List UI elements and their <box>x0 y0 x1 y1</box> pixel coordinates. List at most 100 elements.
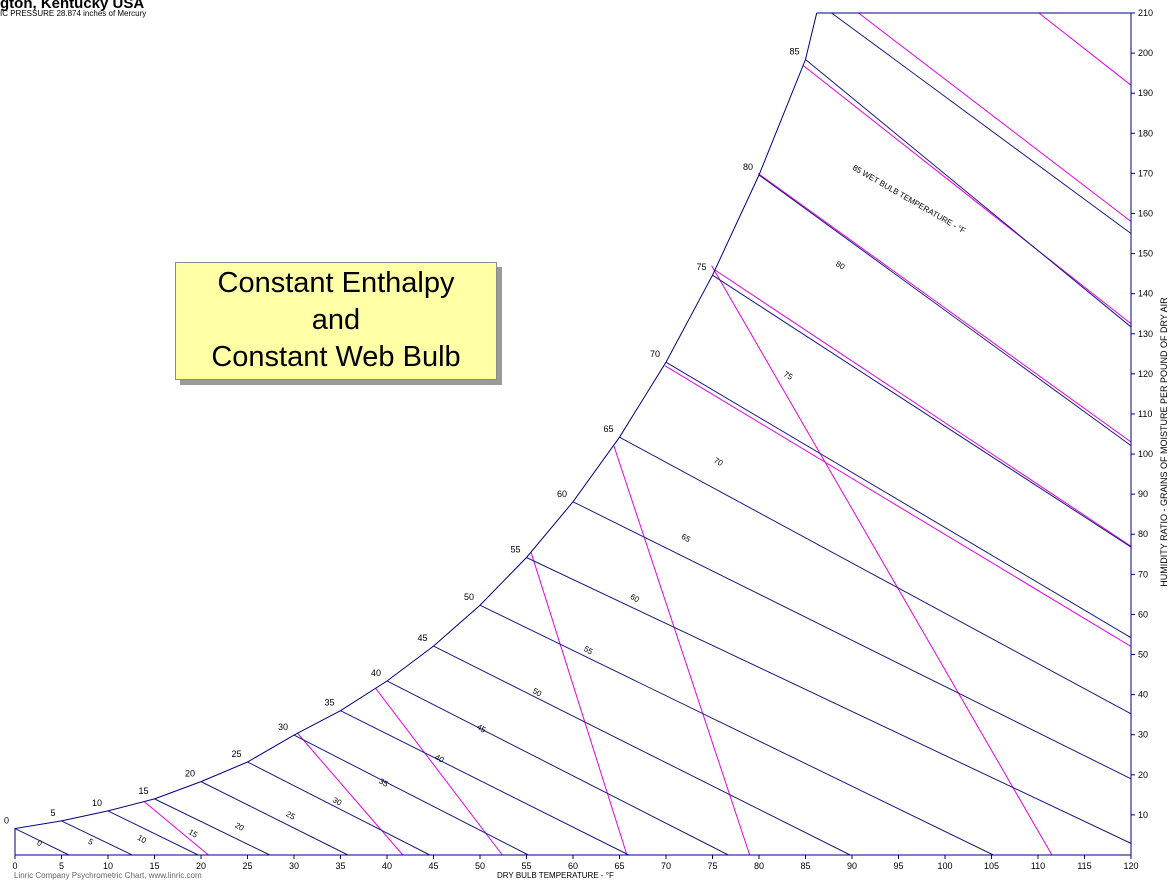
callout-line-3: Constant Web Bulb <box>211 341 461 373</box>
wet-bulb-line <box>154 798 271 856</box>
x-tick-label: 20 <box>196 861 206 871</box>
wet-bulb-lines <box>14 12 1132 856</box>
x-tick-label: 55 <box>521 861 531 871</box>
wet-bulb-line <box>831 12 1132 234</box>
y-tick-label: 210 <box>1138 8 1153 18</box>
line-annotation: 85 WET BULB TEMPERATURE - °F <box>851 163 967 235</box>
x-tick-label: 90 <box>847 861 857 871</box>
enthalpy-line <box>858 12 1132 222</box>
x-tick-label: 50 <box>475 861 485 871</box>
wet-bulb-label: 70 <box>650 349 660 359</box>
callout-line-2: and <box>311 304 361 336</box>
wet-bulb-label: 85 <box>789 47 799 57</box>
wet-bulb-label: 75 <box>696 262 706 272</box>
wet-bulb-line <box>712 274 1132 548</box>
x-axis-ticks: 0 5 10 15 20 25 30 35 40 45 50 55 60 65 70 75 80 85 90 95 10… <box>12 855 1139 871</box>
y-tick-label: 140 <box>1138 289 1153 299</box>
wet-bulb-label: 5 <box>50 808 55 818</box>
y-tick-label: 190 <box>1138 88 1153 98</box>
enthalpy-line <box>757 172 1132 443</box>
y-tick-label: 90 <box>1138 489 1148 499</box>
wet-bulb-label: 50 <box>464 592 474 602</box>
enthalpy-line <box>143 801 209 856</box>
wet-bulb-line <box>61 820 133 856</box>
y-tick-label: 50 <box>1138 650 1148 660</box>
chart-subtitle: IC PRESSURE 28.874 inches of Mercury <box>0 9 147 18</box>
x-tick-label: 60 <box>568 861 578 871</box>
wet-bulb-line <box>14 828 70 856</box>
line-annotation: 75 <box>782 370 795 383</box>
y-tick-label: 150 <box>1138 249 1153 259</box>
line-annotation: 5 <box>86 837 95 847</box>
y-tick-label: 120 <box>1138 369 1153 379</box>
x-tick-label: 30 <box>289 861 299 871</box>
line-annotation: 80 <box>834 259 847 272</box>
enthalpy-line <box>711 265 1053 856</box>
y-tick-label: 110 <box>1138 409 1152 419</box>
chart-frame <box>15 12 1132 856</box>
callout-line-1: Constant Enthalpy <box>217 267 455 299</box>
enthalpy-line <box>297 733 404 856</box>
enthalpy-wetbulb-callout: Constant Enthalpy and Constant Web Bulb <box>175 262 497 380</box>
x-tick-label: 70 <box>661 861 671 871</box>
wet-bulb-line <box>340 710 630 856</box>
y-tick-label: 70 <box>1138 569 1148 579</box>
wet-bulb-line <box>665 361 1132 639</box>
x-tick-label: 75 <box>707 861 717 871</box>
x-tick-label: 65 <box>614 861 624 871</box>
enthalpy-line <box>375 688 503 856</box>
line-annotation: 40 <box>433 752 446 765</box>
x-tick-label: 5 <box>59 861 64 871</box>
x-tick-label: 25 <box>242 861 252 871</box>
x-axis-label: DRY BULB TEMPERATURE - °F <box>497 871 614 880</box>
line-annotation: 10 <box>136 833 149 846</box>
wet-bulb-label: 55 <box>510 544 520 554</box>
x-tick-label: 95 <box>893 861 903 871</box>
wet-bulb-line <box>293 734 529 856</box>
chart-credit: Linric Company Psychrometric Chart, www.… <box>14 871 202 880</box>
wet-bulb-line <box>107 810 199 856</box>
enthalpy-line <box>613 445 751 856</box>
wet-bulb-labels: 0 5 10 15 20 25 30 35 40 45 50 55 60 65 70 75 80 85 <box>4 47 800 826</box>
line-annotation: 55 <box>582 644 595 657</box>
wet-bulb-label: 35 <box>324 698 334 708</box>
wet-bulb-label: 45 <box>417 633 427 643</box>
x-tick-label: 80 <box>754 861 764 871</box>
y-tick-label: 40 <box>1138 690 1148 700</box>
x-tick-label: 115 <box>1077 861 1091 871</box>
y-tick-label: 30 <box>1138 730 1148 740</box>
y-tick-label: 160 <box>1138 208 1153 218</box>
y-tick-label: 170 <box>1138 168 1153 178</box>
x-tick-label: 100 <box>937 861 952 871</box>
x-tick-label: 120 <box>1123 861 1138 871</box>
wet-bulb-line <box>619 436 1132 715</box>
line-annotation: 45 <box>475 722 488 735</box>
line-annotation: 65 <box>680 532 693 545</box>
y-tick-label: 80 <box>1138 529 1148 539</box>
line-annotation: 70 <box>712 456 725 469</box>
wet-bulb-label: 25 <box>231 749 241 759</box>
y-tick-label: 20 <box>1138 770 1148 780</box>
x-tick-label: 45 <box>428 861 438 871</box>
line-annotation: 25 <box>284 809 297 822</box>
enthalpy-lines <box>143 12 1132 856</box>
wet-bulb-line <box>433 645 851 856</box>
enthalpy-line <box>1038 12 1132 86</box>
y-tick-label: 100 <box>1138 449 1153 459</box>
enthalpy-line <box>664 365 1132 647</box>
y-tick-label: 200 <box>1138 48 1153 58</box>
wet-bulb-label: 60 <box>557 489 567 499</box>
x-tick-label: 40 <box>382 861 392 871</box>
y-tick-label: 10 <box>1138 810 1148 820</box>
wet-bulb-line <box>386 680 729 856</box>
wet-bulb-line <box>200 781 349 856</box>
line-annotation: 50 <box>531 686 544 699</box>
x-tick-label: 35 <box>335 861 345 871</box>
wet-bulb-line <box>526 557 1132 844</box>
wet-bulb-line <box>479 604 994 856</box>
wet-bulb-label: 0 <box>4 816 9 826</box>
y-tick-label: 180 <box>1138 128 1153 138</box>
wet-bulb-label: 20 <box>185 769 195 779</box>
wet-bulb-line <box>758 174 1132 447</box>
